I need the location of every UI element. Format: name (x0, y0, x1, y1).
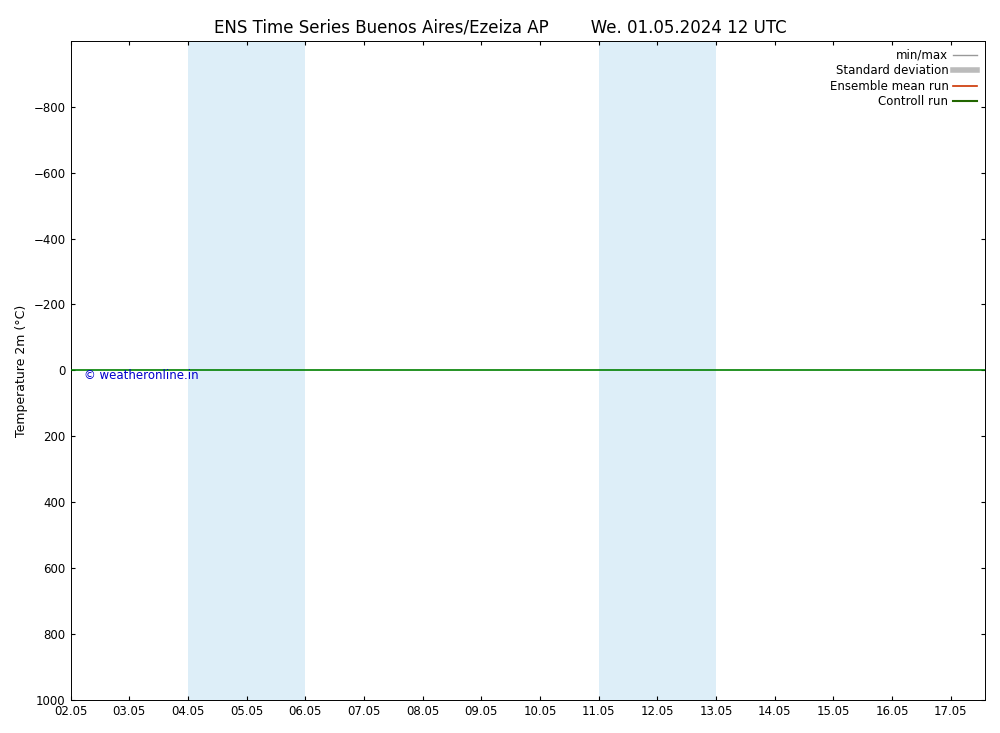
Text: ENS Time Series Buenos Aires/Ezeiza AP        We. 01.05.2024 12 UTC: ENS Time Series Buenos Aires/Ezeiza AP W… (214, 18, 786, 37)
Bar (599, 40, 716, 700)
Bar (188, 40, 305, 700)
Legend: min/max, Standard deviation, Ensemble mean run, Controll run: min/max, Standard deviation, Ensemble me… (827, 47, 979, 111)
Y-axis label: Temperature 2m (°C): Temperature 2m (°C) (15, 304, 28, 437)
Text: © weatheronline.in: © weatheronline.in (84, 369, 199, 382)
